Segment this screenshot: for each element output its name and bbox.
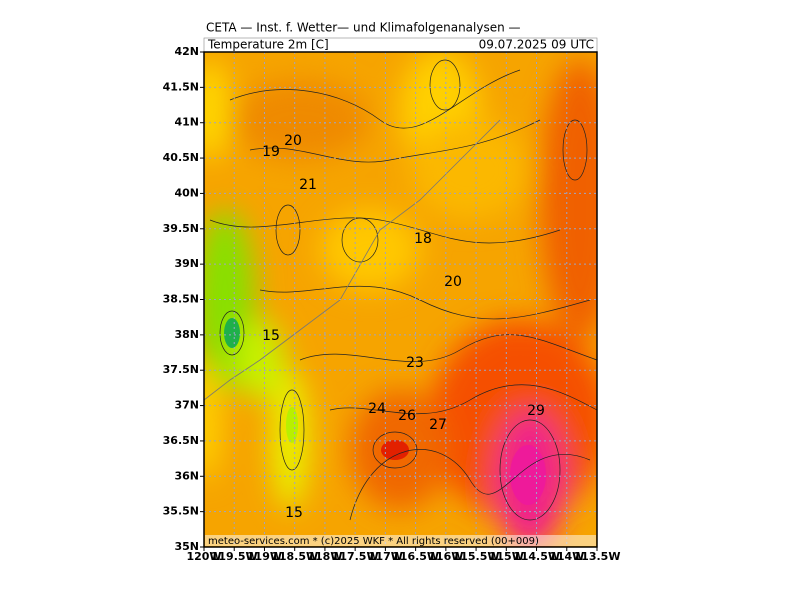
lon-label: 117.5W bbox=[332, 550, 379, 563]
header-variable: Temperature 2m [C] bbox=[207, 38, 329, 52]
lat-label: 36N bbox=[174, 469, 199, 482]
header-time: 09.07.2025 09 UTC bbox=[479, 38, 594, 52]
contour-label: 27 bbox=[429, 417, 447, 433]
lat-label: 39.5N bbox=[163, 222, 199, 235]
lon-label: 113.5W bbox=[574, 550, 621, 563]
contour-labels: 19 20 21 18 20 15 23 24 26 27 29 15 bbox=[262, 133, 545, 521]
lon-label: 114W bbox=[549, 550, 584, 563]
contour-label: 24 bbox=[368, 401, 386, 417]
lon-label: 118.5W bbox=[271, 550, 318, 563]
lat-label: 40N bbox=[174, 186, 199, 199]
contour-label: 18 bbox=[414, 231, 432, 247]
lat-label: 35.5N bbox=[163, 505, 199, 518]
footer: meteo-services.com * (c)2025 WKF * All r… bbox=[208, 536, 539, 547]
contour-label: 15 bbox=[262, 328, 280, 344]
lon-label: 117W bbox=[368, 550, 403, 563]
lon-label: 120W bbox=[186, 550, 221, 563]
lat-label: 37.5N bbox=[163, 363, 199, 376]
header-title: CETA — Inst. f. Wetter— und Klimafolgena… bbox=[206, 21, 521, 35]
lat-label: 40.5N bbox=[163, 151, 199, 164]
axes: 42N 41.5N 41N 40.5N 40N 39.5N 39N 38.5N 38N 37.5N… bbox=[163, 45, 621, 563]
footer-box bbox=[205, 535, 596, 546]
contour-label: 29 bbox=[527, 403, 545, 419]
lon-label: 115.5W bbox=[453, 550, 500, 563]
lat-label: 42N bbox=[174, 45, 199, 58]
lat-label: 35N bbox=[174, 540, 199, 553]
contour-label: 26 bbox=[398, 408, 416, 424]
contour-label: 23 bbox=[406, 355, 424, 371]
lat-label: 41.5N bbox=[163, 80, 199, 93]
lon-label: 115W bbox=[489, 550, 524, 563]
lon-label: 118W bbox=[307, 550, 342, 563]
lat-label: 38.5N bbox=[163, 293, 199, 306]
lat-label: 38N bbox=[174, 328, 199, 341]
lat-label: 36.5N bbox=[163, 434, 199, 447]
contour-label: 20 bbox=[284, 133, 302, 149]
lon-label: 116.5W bbox=[392, 550, 439, 563]
lat-label: 37N bbox=[174, 399, 199, 412]
contour-label: 19 bbox=[262, 144, 280, 160]
lon-label: 119W bbox=[247, 550, 282, 563]
contour-label: 20 bbox=[444, 274, 462, 290]
contour-label: 21 bbox=[299, 177, 317, 193]
lon-label: 116W bbox=[428, 550, 463, 563]
lat-label: 39N bbox=[174, 257, 199, 270]
graticule bbox=[204, 52, 597, 547]
contour-label: 15 bbox=[285, 505, 303, 521]
lon-label: 114.5W bbox=[513, 550, 560, 563]
lon-label: 119.5W bbox=[211, 550, 258, 563]
lat-label: 41N bbox=[174, 116, 199, 129]
